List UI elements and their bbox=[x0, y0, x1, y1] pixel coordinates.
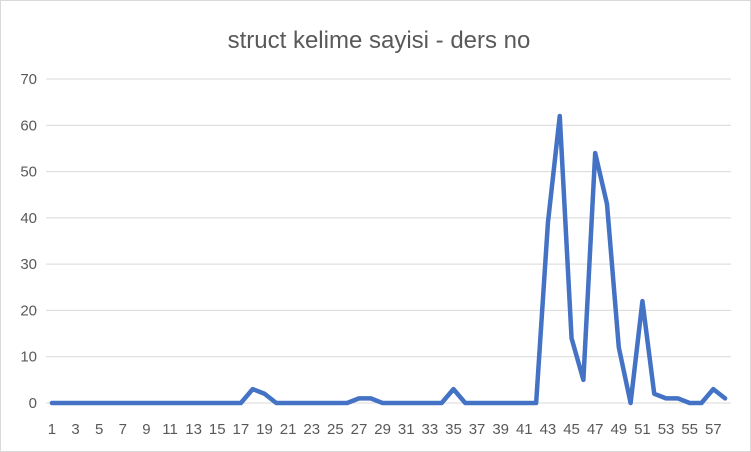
x-tick-label: 7 bbox=[119, 421, 127, 438]
x-tick-label: 51 bbox=[634, 421, 651, 438]
x-tick-label: 39 bbox=[492, 421, 509, 438]
y-tick-label: 10 bbox=[20, 349, 37, 366]
x-tick-label: 57 bbox=[705, 421, 722, 438]
x-tick-label: 3 bbox=[71, 421, 79, 438]
x-tick-label: 21 bbox=[280, 421, 297, 438]
x-tick-label: 1 bbox=[48, 421, 56, 438]
y-tick-label: 20 bbox=[20, 302, 37, 319]
x-tick-label: 35 bbox=[445, 421, 462, 438]
x-tick-label: 11 bbox=[162, 421, 178, 438]
chart-title: struct kelime sayisi - ders no bbox=[228, 27, 531, 54]
series-layer bbox=[49, 113, 728, 406]
x-tick-label: 15 bbox=[209, 421, 226, 438]
x-tick-label: 45 bbox=[563, 421, 580, 438]
y-axis-tick-labels: 0 10 20 30 40 50 60 70 bbox=[20, 71, 37, 412]
x-tick-label: 47 bbox=[587, 421, 604, 438]
y-tick-label: 40 bbox=[20, 210, 37, 227]
x-axis-tick-labels: 1 3 5 7 9 11 13 15 17 19 21 23 25 27 29 31 33 35 37 39 41 43 4… bbox=[48, 421, 722, 438]
x-tick-label: 23 bbox=[303, 421, 320, 438]
x-tick-label: 29 bbox=[374, 421, 391, 438]
x-tick-label: 13 bbox=[185, 421, 202, 438]
y-tick-label: 60 bbox=[20, 117, 37, 134]
y-tick-label: 0 bbox=[29, 395, 37, 412]
gridlines bbox=[46, 78, 731, 404]
y-tick-label: 70 bbox=[20, 71, 37, 88]
x-tick-label: 19 bbox=[256, 421, 273, 438]
x-tick-label: 49 bbox=[610, 421, 627, 438]
x-tick-label: 31 bbox=[398, 421, 415, 438]
x-tick-label: 25 bbox=[327, 421, 344, 438]
x-tick-label: 43 bbox=[540, 421, 557, 438]
x-tick-label: 17 bbox=[233, 421, 250, 438]
x-tick-label: 53 bbox=[658, 421, 675, 438]
x-tick-label: 33 bbox=[421, 421, 438, 438]
series-line bbox=[49, 113, 728, 406]
y-tick-label: 50 bbox=[20, 164, 37, 181]
x-tick-label: 27 bbox=[351, 421, 368, 438]
x-tick-label: 37 bbox=[469, 421, 486, 438]
x-tick-label: 5 bbox=[95, 421, 103, 438]
x-tick-label: 55 bbox=[681, 421, 698, 438]
x-tick-label: 9 bbox=[142, 421, 150, 438]
x-tick-label: 41 bbox=[516, 421, 533, 438]
y-tick-label: 30 bbox=[20, 256, 37, 273]
